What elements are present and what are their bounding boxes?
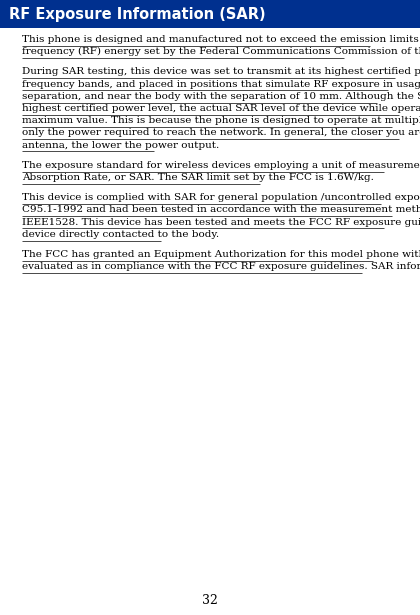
Text: maximum value. This is because the phone is designed to operate at multiple powe: maximum value. This is because the phone… xyxy=(22,116,420,125)
Text: The FCC has granted an Equipment Authorization for this model phone with all rep: The FCC has granted an Equipment Authori… xyxy=(22,250,420,259)
Text: This phone is designed and manufactured not to exceed the emission limits for ex: This phone is designed and manufactured … xyxy=(22,35,420,44)
Text: highest certified power level, the actual SAR level of the device while operatin: highest certified power level, the actua… xyxy=(22,104,420,113)
Text: antenna, the lower the power output.: antenna, the lower the power output. xyxy=(22,141,219,149)
Text: This device is complied with SAR for general population /uncontrolled exposure l: This device is complied with SAR for gen… xyxy=(22,193,420,202)
Text: device directly contacted to the body.: device directly contacted to the body. xyxy=(22,230,219,239)
Text: separation, and near the body with the separation of 10 mm. Although the SAR is : separation, and near the body with the s… xyxy=(22,92,420,101)
Text: During SAR testing, this device was set to transmit at its highest certified pow: During SAR testing, this device was set … xyxy=(22,68,420,76)
Text: only the power required to reach the network. In general, the closer you are to : only the power required to reach the net… xyxy=(22,129,420,137)
Text: RF Exposure Information (SAR): RF Exposure Information (SAR) xyxy=(9,7,265,22)
Text: The exposure standard for wireless devices employing a unit of measurement is kn: The exposure standard for wireless devic… xyxy=(22,161,420,170)
Text: frequency bands, and placed in positions that simulate RF exposure in usage agai: frequency bands, and placed in positions… xyxy=(22,79,420,89)
Text: Absorption Rate, or SAR. The SAR limit set by the FCC is 1.6W/kg.: Absorption Rate, or SAR. The SAR limit s… xyxy=(22,173,374,182)
Text: evaluated as in compliance with the FCC RF exposure guidelines. SAR information : evaluated as in compliance with the FCC … xyxy=(22,262,420,271)
Bar xyxy=(0,0,420,28)
Text: 32: 32 xyxy=(202,595,218,608)
Text: C95.1-1992 and had been tested in accordance with the measurement methods and pr: C95.1-1992 and had been tested in accord… xyxy=(22,205,420,215)
Text: IEEE1528. This device has been tested and meets the FCC RF exposure guidelines w: IEEE1528. This device has been tested an… xyxy=(22,218,420,226)
Text: frequency (RF) energy set by the Federal Communications Commission of the United: frequency (RF) energy set by the Federal… xyxy=(22,47,420,57)
